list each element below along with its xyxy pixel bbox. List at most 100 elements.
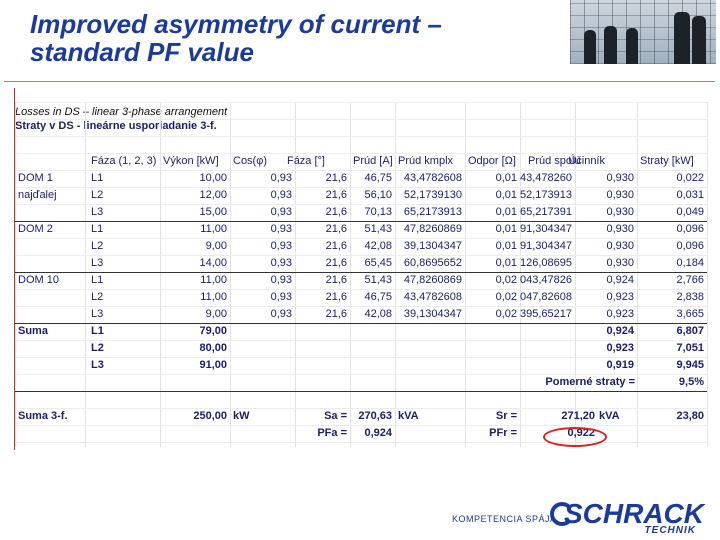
- value-cell: 52,1739130: [520, 189, 572, 201]
- grid-vline: [707, 102, 708, 447]
- value-cell: 21,6: [325, 257, 347, 269]
- column-header: Fáza (1, 2, 3): [91, 155, 157, 167]
- schrack-logo: SCHRACK TECHNIK: [550, 500, 710, 536]
- value-cell: 47,8260869: [403, 274, 462, 286]
- value-cell: 39,1304347: [403, 240, 462, 252]
- grid-hline: [15, 408, 707, 409]
- row-label: [18, 238, 84, 255]
- grid-vline: [160, 102, 161, 447]
- sr-label: Sr =: [495, 410, 517, 422]
- row-label: DOM 2: [18, 223, 53, 235]
- value-cell: 51,43: [364, 274, 392, 286]
- value-cell: 43,4782608: [403, 172, 462, 184]
- sum-phase: L2: [91, 342, 104, 354]
- value-cell: 11,00: [200, 291, 227, 303]
- value-cell: 21,6: [325, 189, 347, 201]
- grid-vline: [395, 102, 396, 447]
- value-cell: 42,08: [364, 240, 392, 252]
- value-cell: 70,13: [364, 206, 392, 218]
- logo-subtitle: TECHNIK: [644, 525, 696, 536]
- grid-hline: [15, 102, 707, 103]
- grid-vline: [295, 102, 296, 447]
- slide-title: Improved asymmetry of current – standard…: [30, 10, 550, 66]
- column-header: Straty [kW]: [640, 155, 694, 167]
- value-cell: 0,022: [676, 172, 704, 184]
- grid-vline: [85, 102, 86, 447]
- value-cell: 0,049: [676, 206, 704, 218]
- value-cell: 3,665: [676, 308, 704, 320]
- value-cell: 9,00: [205, 308, 227, 320]
- value-cell: 0,01: [495, 257, 517, 269]
- value-cell: 12,00: [199, 189, 227, 201]
- total-power: 250,00: [193, 410, 227, 422]
- value-cell: 0,93: [270, 308, 292, 320]
- value-cell: 46,75: [364, 172, 392, 184]
- grid-hline: [15, 306, 707, 307]
- pfr-highlight-circle: [543, 427, 607, 447]
- value-cell: 0,031: [676, 189, 704, 201]
- grid-hline: [15, 425, 707, 426]
- value-cell: 21,6: [325, 172, 347, 184]
- sum-power: 80,00: [199, 342, 227, 354]
- row-label: DOM 10: [18, 274, 59, 286]
- grid-hline: [15, 170, 707, 171]
- value-cell: 21,6: [325, 308, 347, 320]
- value-cell: 0,184: [676, 257, 704, 269]
- value-cell: 0,93: [270, 223, 292, 235]
- value-cell: 0,93: [270, 291, 292, 303]
- value-cell: 60,8695652: [403, 257, 462, 269]
- row-label: [18, 204, 84, 221]
- value-cell: 395,652173: [520, 308, 572, 320]
- value-cell: 126,08695€: [520, 257, 572, 269]
- title-divider: [4, 81, 715, 82]
- grid-hline: [15, 340, 707, 341]
- phase-cell: L1: [91, 274, 104, 286]
- phase-cell: L2: [91, 189, 104, 201]
- value-cell: 52,1739130: [403, 189, 462, 201]
- column-header: Odpor [Ω]: [468, 155, 516, 167]
- value-cell: 21,6: [325, 223, 347, 235]
- phase-cell: L3: [91, 206, 104, 218]
- value-cell: 047,826086: [520, 291, 572, 303]
- business-people-photo: [570, 0, 716, 64]
- grid-hline: [15, 187, 707, 188]
- value-cell: 0,02: [495, 291, 517, 303]
- column-header: Cos(φ): [233, 155, 268, 167]
- value-cell: 0,930: [606, 257, 634, 269]
- column-header: Výkon [kW]: [163, 155, 219, 167]
- slide-title-line2: standard PF value: [30, 37, 254, 67]
- spreadsheet-table: Losses in DS – linear 3-phase arrangemen…: [15, 102, 708, 452]
- value-cell: 21,6: [325, 240, 347, 252]
- column-header: Prúd kmplx: [398, 155, 454, 167]
- value-cell: 0,924: [606, 274, 634, 286]
- row-label: [18, 289, 84, 306]
- grid-vline: [15, 102, 16, 447]
- value-cell: 0,01: [495, 189, 517, 201]
- value-cell: 42,08: [364, 308, 392, 320]
- left-accent-line: [14, 88, 15, 450]
- overlay-caption: Losses in DS – linear 3-phase arrangemen…: [15, 106, 228, 118]
- grid-hline: [15, 255, 707, 256]
- value-cell: 0,01: [495, 172, 517, 184]
- total-loss: 23,80: [676, 410, 704, 422]
- value-cell: 0,02: [495, 308, 517, 320]
- column-header: Prúd spolu: [528, 155, 581, 167]
- value-cell: 0,02: [495, 274, 517, 286]
- value-cell: 0,93: [270, 206, 292, 218]
- sum-pf: 0,919: [606, 359, 634, 371]
- value-cell: 11,00: [200, 274, 227, 286]
- grid-hline: [15, 119, 707, 120]
- value-cell: 0,923: [606, 291, 634, 303]
- value-cell: 43,4782608: [520, 172, 572, 184]
- group-separator: [15, 391, 707, 392]
- value-cell: 91,3043478: [520, 223, 572, 235]
- value-cell: 0,01: [495, 206, 517, 218]
- value-cell: 0,01: [495, 223, 517, 235]
- phase-cell: L1: [91, 172, 104, 184]
- value-cell: 15,00: [199, 206, 227, 218]
- sum-phase: L3: [91, 359, 104, 371]
- value-cell: 65,2173913: [520, 206, 572, 218]
- value-cell: 11,00: [200, 223, 227, 235]
- grid-hline: [15, 374, 707, 375]
- value-cell: 0,930: [606, 172, 634, 184]
